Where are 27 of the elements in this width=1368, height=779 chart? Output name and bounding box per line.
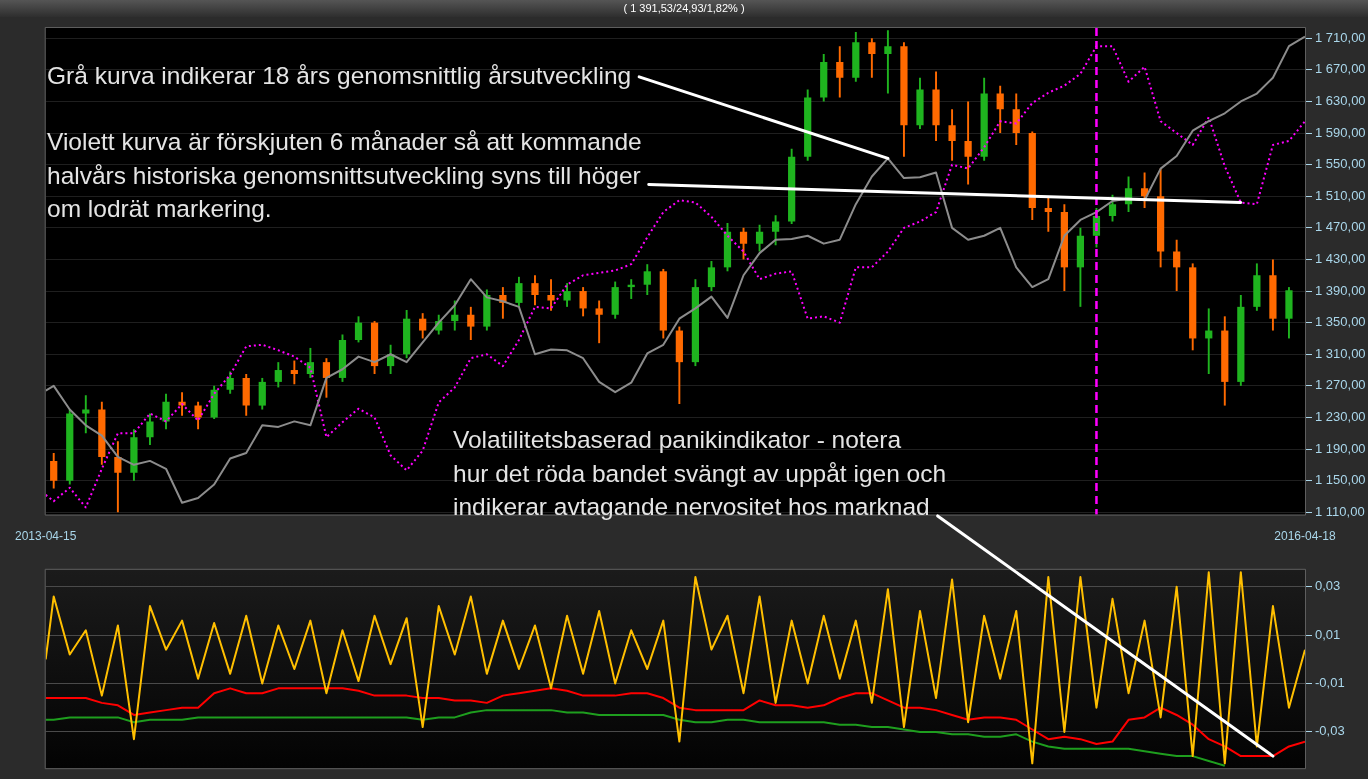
y-tick-label: -0,01 [1315, 675, 1345, 691]
y-tick-label: 1 510,00 [1315, 187, 1366, 203]
y-tick-label: 1 190,00 [1315, 440, 1366, 456]
annotation: Violett kurva är förskjuten 6 månader så att kommande halvårs historiska genomsnittsutveckling syns till höger om lodrät markering. [47, 128, 642, 222]
y-tick-label: 1 110,00 [1315, 503, 1365, 519]
y-tick-label: 1 350,00 [1315, 314, 1366, 330]
annotation: Grå kurva indikerar 18 års genomsnittlig årsutveckling [47, 62, 632, 89]
y-tick-label: 1 230,00 [1315, 409, 1366, 425]
y-tick-label: 0,03 [1315, 578, 1341, 594]
y-tick-label: 1 470,00 [1315, 219, 1366, 235]
y-tick-label: 1 670,00 [1315, 61, 1366, 77]
y-tick-label: 1 550,00 [1315, 156, 1366, 172]
chart-title: ( 1 391,53/24,93/1,82% ) [0, 0, 1368, 17]
y-tick-label: 1 430,00 [1315, 251, 1366, 267]
y-tick-label: 1 710,00 [1315, 29, 1366, 45]
y-tick-label: 0,01 [1315, 626, 1341, 642]
y-tick-label: 1 390,00 [1315, 282, 1366, 298]
y-tick-label: 1 590,00 [1315, 124, 1366, 140]
candlestick [547, 279, 555, 311]
y-tick-label: 1 630,00 [1315, 93, 1366, 109]
annotation: Volatilitetsbaserad panikindikator - notera hur det röda bandet svängt av uppåt igen och indikerar avtagande nervositet hos marknad [453, 426, 947, 520]
x-tick-label: 2016-04-18 [1274, 529, 1337, 544]
x-tick-label: 2013-04-15 [15, 529, 77, 544]
y-tick-label: 1 270,00 [1315, 377, 1366, 393]
y-tick-label: 1 150,00 [1315, 472, 1366, 488]
y-tick-label: -0,03 [1315, 723, 1345, 739]
y-tick-label: 1 310,00 [1315, 345, 1366, 361]
